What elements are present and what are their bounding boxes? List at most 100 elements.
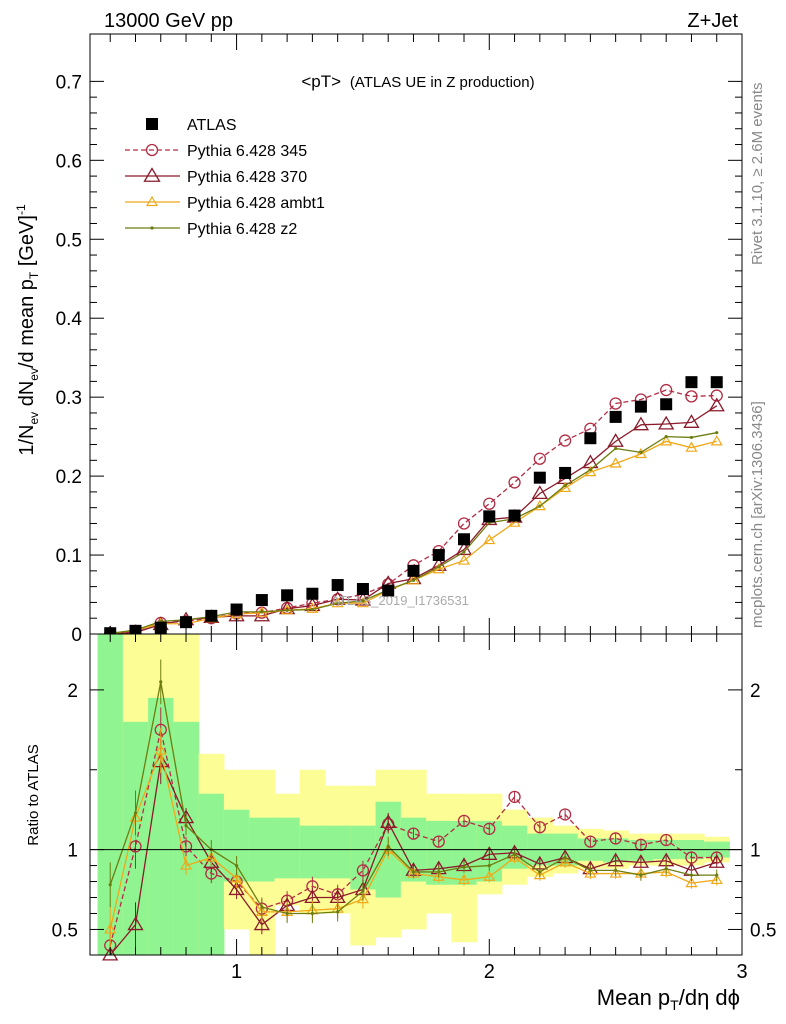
p370-data-point bbox=[708, 397, 725, 412]
ambt1-data-point bbox=[609, 457, 622, 468]
p345-data-point bbox=[145, 143, 159, 157]
p345-data-point bbox=[558, 434, 572, 447]
atlas-data-point bbox=[559, 466, 572, 479]
ambt1-data-point bbox=[533, 499, 546, 511]
z2-data-point bbox=[588, 868, 592, 872]
atlas-data-point bbox=[508, 509, 521, 522]
p370-data-point bbox=[143, 167, 161, 182]
z2-data-point bbox=[614, 446, 618, 451]
rivet-label: Rivet 3.1.10, ≥ 2.6M events bbox=[749, 83, 766, 266]
p345-data-point bbox=[685, 390, 698, 403]
ambt1-data-point bbox=[281, 604, 294, 615]
atlas-data-point bbox=[146, 118, 158, 130]
plot-title-main: <pT> bbox=[301, 72, 341, 91]
p345-data-point bbox=[457, 517, 471, 530]
ambt1-data-point bbox=[483, 870, 496, 881]
z2-data-point bbox=[260, 610, 264, 614]
atlas-data-point bbox=[533, 471, 546, 484]
atlas-data-point bbox=[205, 609, 218, 622]
atlas-data-point bbox=[634, 400, 647, 413]
uncertainty-band-inner bbox=[274, 817, 301, 879]
z2-data-point bbox=[538, 504, 542, 508]
ambt1-data-point bbox=[710, 435, 723, 446]
uncertainty-band-inner bbox=[451, 820, 478, 885]
ambt1-data-point bbox=[533, 868, 546, 880]
legend-label: Pythia 6.428 370 bbox=[187, 169, 307, 186]
uncertainty-band-inner bbox=[325, 825, 351, 879]
p370-data-point bbox=[228, 881, 245, 896]
p370-data-point bbox=[607, 433, 624, 447]
z2-data-point bbox=[361, 599, 365, 603]
p370-data-point bbox=[102, 946, 119, 961]
ambt1-data-point bbox=[356, 892, 369, 904]
p345-data-point bbox=[483, 822, 496, 835]
x-label-part: /dη dϕ bbox=[679, 985, 740, 1010]
ratio-plot-frame bbox=[89, 633, 743, 956]
p345-data-point bbox=[356, 864, 370, 877]
atlas-data-point bbox=[230, 603, 243, 616]
p345-data-point bbox=[660, 383, 673, 397]
p345-data-point bbox=[533, 821, 546, 834]
mcplots-label: mcplots.cern.ch [arXiv:1306.3436] bbox=[749, 401, 766, 628]
y-tick-label: 0.4 bbox=[56, 309, 83, 330]
z2-data-point bbox=[310, 607, 314, 612]
x-axis-label: Mean pT/dη dϕ bbox=[597, 985, 740, 1013]
p370-data-point bbox=[253, 916, 270, 931]
ambt1-data-point bbox=[710, 873, 723, 885]
ambt1-data-point bbox=[230, 872, 243, 883]
z2-data-point bbox=[664, 435, 668, 439]
ratio-y-tick-label: 1 bbox=[67, 841, 78, 862]
y-tick-label: 0.7 bbox=[56, 72, 82, 93]
legend: ATLAS Pythia 6.428 345 Pythia 6.428 370 Pyt… bbox=[125, 117, 325, 238]
p345-data-point bbox=[584, 835, 597, 848]
legend-label: ATLAS bbox=[187, 117, 237, 134]
y-label-sub: ev bbox=[27, 412, 41, 425]
p370-data-point bbox=[683, 414, 700, 428]
atlas-data-point bbox=[685, 376, 698, 389]
atlas-data-point bbox=[281, 589, 294, 602]
atlas-data-point bbox=[382, 584, 395, 597]
p345-data-point bbox=[710, 389, 723, 402]
top-y-axis-label: 1/Nev dNev/d mean pT [GeV]-1 bbox=[14, 204, 41, 456]
z2-data-point bbox=[639, 450, 643, 455]
ambt1-data-point bbox=[205, 851, 218, 862]
y-tick-label: 0.3 bbox=[56, 388, 82, 409]
ambt1-data-point bbox=[154, 744, 167, 755]
p345-data-point bbox=[660, 833, 673, 847]
ambt1-data-point bbox=[457, 873, 471, 885]
ratio-y-tick-label: 0.5 bbox=[750, 920, 776, 941]
p370-data-point bbox=[708, 854, 725, 868]
z2-data-point bbox=[310, 911, 314, 916]
atlas-data-point bbox=[432, 549, 445, 562]
header-left: 13000 GeV pp bbox=[104, 10, 233, 32]
y-tick-label: 0.5 bbox=[56, 230, 82, 251]
ambt1-data-point bbox=[609, 867, 622, 878]
z2-data-point bbox=[285, 911, 289, 916]
z2-data-point bbox=[108, 883, 112, 887]
z2-data-point bbox=[234, 863, 239, 868]
z2-data-point bbox=[715, 431, 719, 435]
legend-label: Pythia 6.428 345 bbox=[187, 143, 307, 160]
p345-data-point bbox=[407, 827, 420, 840]
ambt1-data-point bbox=[660, 865, 673, 877]
ratio-y-tick-label: 2 bbox=[750, 681, 761, 702]
p345-data-point bbox=[483, 497, 496, 510]
z2-data-point bbox=[563, 855, 567, 860]
x-label-sub: T bbox=[670, 997, 679, 1013]
p370-data-point bbox=[380, 814, 397, 828]
z2-data-point bbox=[159, 680, 163, 684]
p345-data-point bbox=[129, 840, 142, 853]
p345-data-point bbox=[432, 835, 445, 848]
p370-data-point bbox=[531, 485, 548, 500]
y-label-part: dN bbox=[16, 381, 38, 412]
atlas-data-point bbox=[584, 432, 597, 445]
z2-data-point bbox=[563, 483, 567, 488]
plot-title-sub: (ATLAS UE in Z production) bbox=[350, 74, 535, 91]
z2-data-point bbox=[715, 873, 719, 877]
plot-title: <pT> (ATLAS UE in Z production) bbox=[301, 72, 534, 91]
atlas-data-point bbox=[255, 594, 268, 607]
z2-data-point bbox=[184, 824, 188, 828]
p370-data-point bbox=[632, 416, 650, 431]
ambt1-data-point bbox=[432, 870, 445, 881]
